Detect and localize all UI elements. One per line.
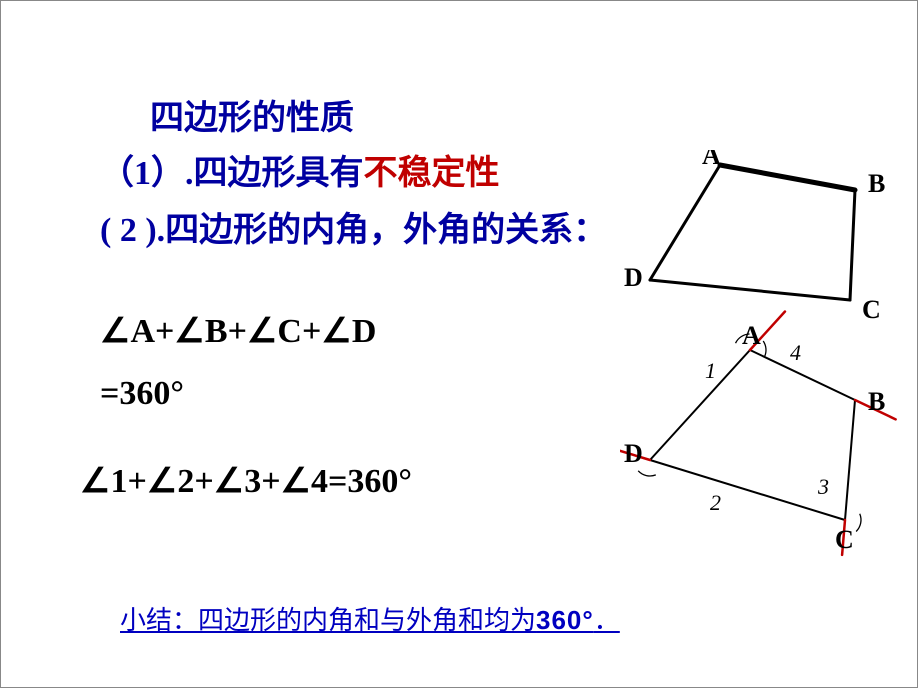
svg-text:C: C	[862, 295, 881, 324]
interior-angle-formula-lhs: ∠A+∠B+∠C+∠D	[100, 311, 620, 351]
svg-text:D: D	[624, 439, 643, 468]
text-content: 四边形的性质 （1）.四边形具有不稳定性 ( 2 ).四边形的内角，外角的关系：…	[100, 90, 620, 501]
summary-suffix: ．	[594, 606, 620, 635]
interior-angle-formula-rhs: =360°	[100, 375, 620, 413]
summary-prefix: 小结：四边形的内角和与外角和均为	[120, 606, 536, 635]
point-1-emphasis: 不稳定性	[364, 155, 500, 192]
slide-title: 四边形的性质	[150, 90, 620, 139]
svg-text:D: D	[624, 263, 643, 292]
point-1: （1）.四边形具有不稳定性	[100, 145, 620, 194]
svg-text:B: B	[868, 169, 885, 198]
svg-text:A: A	[702, 150, 721, 170]
point-2: ( 2 ).四边形的内角，外角的关系：	[100, 202, 620, 251]
summary-value: 360°	[536, 605, 594, 635]
svg-text:4: 4	[790, 340, 801, 365]
svg-text:B: B	[868, 387, 885, 416]
point-1-prefix: （1）.四边形具有	[100, 155, 364, 192]
svg-text:A: A	[742, 321, 761, 350]
exterior-angle-formula: ∠1+∠2+∠3+∠4=360°	[80, 461, 620, 501]
svg-text:1: 1	[705, 358, 716, 383]
svg-text:3: 3	[817, 474, 829, 499]
diagram-svg: A B C D A B C D 1 2 3 4	[620, 150, 910, 570]
diagrams: A B C D A B C D 1 2 3 4	[620, 150, 910, 570]
svg-text:2: 2	[710, 490, 721, 515]
summary-line: 小结：四边形的内角和与外角和均为360°．	[120, 600, 620, 637]
svg-text:C: C	[835, 525, 854, 554]
